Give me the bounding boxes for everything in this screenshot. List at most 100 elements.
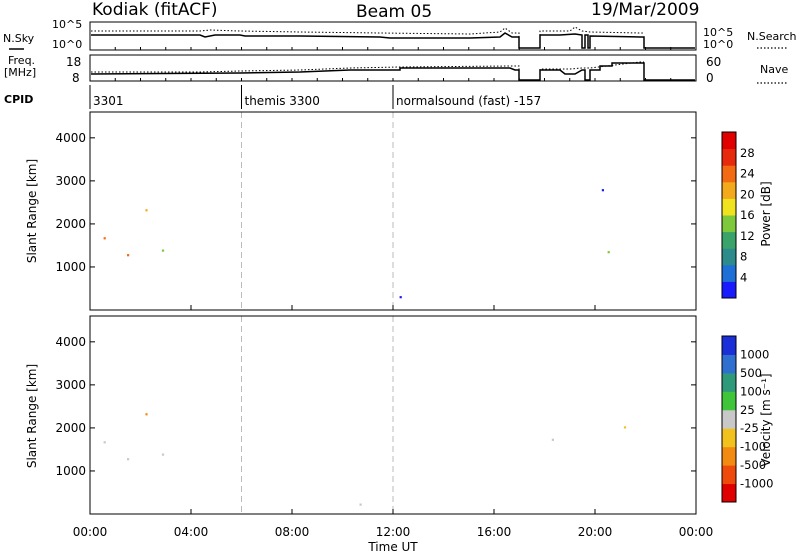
colorbar-tick-label: 1000 — [740, 347, 769, 361]
cpid-segment-label: normalsound (fast) -157 — [396, 94, 541, 108]
noise-left-tick-bottom: 10^0 — [52, 38, 82, 51]
noise-sky-label: N.Sky — [3, 32, 35, 45]
heatmap-cell — [623, 426, 627, 429]
colorbar-swatch — [722, 264, 736, 282]
velocity-heatmap-cells — [103, 316, 627, 514]
colorbar-swatch — [722, 391, 736, 411]
x-tick-label: 08:00 — [275, 525, 310, 539]
colorbar-swatch — [722, 148, 736, 166]
velocity-y-axis-label: Slant Range [km] — [25, 364, 39, 468]
velocity-colorbar-label: Velocity [m s⁻¹] — [759, 373, 773, 466]
y-tick-label: 4000 — [55, 131, 86, 145]
heatmap-cell — [607, 251, 610, 254]
colorbar-swatch — [722, 281, 736, 299]
colorbar-tick-label: 8 — [740, 250, 747, 264]
heatmap-cell — [161, 453, 165, 456]
colorbar-tick-label: -25 — [740, 421, 759, 435]
heatmap-cell — [601, 189, 604, 192]
colorbar-swatch — [722, 248, 736, 266]
beam-label: Beam 05 — [356, 2, 432, 22]
noise-sky-trace — [91, 32, 695, 49]
heatmap-cell — [161, 249, 165, 252]
freq-left-tick-bottom: 8 — [72, 71, 80, 85]
heatmap-cell — [145, 413, 148, 416]
cpid-label: CPID — [4, 93, 33, 106]
velocity-y-ticks: 1000 2000 3000 4000 — [55, 335, 696, 478]
x-tick-label: 20:00 — [578, 525, 613, 539]
colorbar-tick-label: -100 — [740, 440, 766, 454]
noise-right-tick-top: 10^5 — [703, 26, 733, 39]
y-tick-label: 1000 — [55, 464, 86, 478]
colorbar-tick-label: 25 — [740, 403, 755, 417]
power-y-ticks: 1000 2000 3000 4000 — [55, 131, 696, 274]
heatmap-cell — [103, 441, 106, 444]
colorbar-swatch — [722, 132, 736, 150]
colorbar-swatch — [722, 354, 736, 374]
colorbar-swatch — [722, 198, 736, 216]
heatmap-cell — [127, 254, 130, 257]
heatmap-cell — [103, 237, 106, 240]
heatmap-cell — [359, 503, 362, 506]
velocity-panel-frame — [89, 315, 697, 515]
colorbar-tick-label: 28 — [740, 146, 755, 160]
nave-right-tick-top: 60 — [706, 55, 721, 69]
freq-label-line2: [MHz] — [4, 66, 36, 79]
velocity-colorbar: 1000 500 100 25 -25 -100 -500 -1000 — [721, 335, 773, 503]
cpid-segment-label: themis 3300 — [245, 94, 320, 108]
x-tick-label: 00:00 — [679, 525, 714, 539]
time-x-ticks: 00:00 04:00 08:00 12:00 16:00 20:00 00:00 — [73, 47, 714, 539]
power-colorbar-label: Power [dB] — [759, 181, 773, 246]
noise-right-tick-bottom: 10^0 — [703, 38, 733, 51]
colorbar-swatch — [722, 446, 736, 466]
freq-left-tick-top: 18 — [66, 55, 81, 69]
heatmap-cell — [145, 209, 148, 212]
y-tick-label: 2000 — [55, 217, 86, 231]
noise-search-trace — [91, 26, 644, 49]
colorbar-swatch — [722, 372, 736, 392]
x-tick-label: 00:00 — [73, 525, 108, 539]
x-tick-label: 12:00 — [376, 525, 411, 539]
power-y-axis-label: Slant Range [km] — [25, 159, 39, 263]
power-panel-frame — [89, 111, 697, 311]
station-title: Kodiak (fitACF) — [92, 0, 218, 20]
noise-search-label: N.Search — [747, 30, 797, 43]
colorbar-swatch — [722, 336, 736, 355]
time-x-axis-label: Time UT — [367, 540, 418, 554]
colorbar-tick-label: 24 — [740, 167, 755, 181]
velocity-panel: 1000 2000 3000 4000 Slant Range [km] 1000 50… — [25, 315, 773, 515]
colorbar-swatch — [722, 409, 736, 429]
nave-label: Nave — [760, 63, 788, 76]
colorbar-swatch — [722, 215, 736, 233]
nave-trace — [91, 61, 644, 81]
freq-panel-frame — [89, 54, 697, 82]
colorbar-frame — [721, 335, 737, 503]
freq-label-line1: Freq. — [8, 54, 35, 67]
y-tick-label: 4000 — [55, 335, 86, 349]
colorbar-swatch — [722, 181, 736, 199]
colorbar-swatch — [722, 165, 736, 183]
power-heatmap-cells — [103, 112, 610, 310]
power-colorbar: 4 8 12 16 20 24 28 — [721, 131, 755, 299]
y-tick-label: 3000 — [55, 378, 86, 392]
freq-trace — [90, 62, 695, 81]
colorbar-tick-label: -500 — [740, 458, 766, 472]
colorbar-swatch — [722, 428, 736, 448]
y-tick-label: 1000 — [55, 260, 86, 274]
colorbar-tick-label: 12 — [740, 229, 755, 243]
colorbar-tick-label: 4 — [740, 270, 747, 284]
colorbar-tick-label: 500 — [740, 366, 762, 380]
date-label: 19/Mar/2009 — [591, 0, 699, 20]
y-tick-label: 3000 — [55, 174, 86, 188]
heatmap-cell — [127, 458, 130, 461]
colorbar-tick-label: -1000 — [740, 477, 773, 491]
noise-left-tick-top: 10^5 — [52, 18, 82, 31]
power-panel: 1000 2000 3000 4000 Slant Range [km] 4 8 12 16… — [25, 111, 773, 311]
colorbar-swatch — [722, 231, 736, 249]
x-tick-label: 04:00 — [174, 525, 209, 539]
x-tick-label: 16:00 — [477, 525, 512, 539]
colorbar-swatch — [722, 483, 736, 503]
colorbar-tick-label: 16 — [740, 208, 755, 222]
colorbar-tick-label: 20 — [740, 187, 755, 201]
heatmap-cell — [551, 438, 554, 441]
